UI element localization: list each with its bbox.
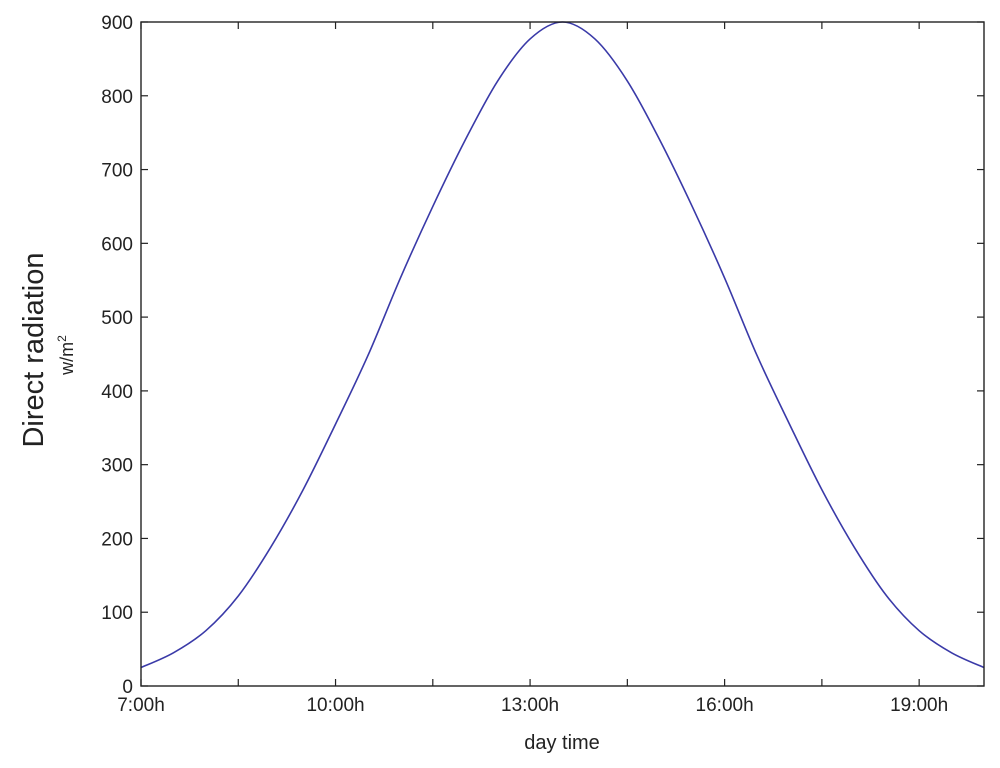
x-tick-label: 7:00h [117,695,165,716]
y-tick-label: 100 [101,603,133,624]
y-tick-label: 600 [101,234,133,255]
y-tick-label: 400 [101,382,133,403]
y-tick-label: 300 [101,456,133,477]
y-axis-unit: w/m2 [55,335,77,376]
y-axis-label: Direct radiation [18,252,50,447]
y-axis-unit-exponent: 2 [55,335,69,342]
x-axis-label: day time [524,732,600,754]
x-tick-label: 19:00h [890,695,948,716]
y-tick-label: 200 [101,529,133,550]
plot-frame [140,21,985,687]
x-tick-label: 13:00h [501,695,559,716]
y-axis-unit-base: w/m [57,342,77,376]
y-axis-unit-group: w/m2 [55,335,77,376]
y-tick-label: 800 [101,87,133,108]
y-tick-label: 0 [122,677,133,698]
y-axis-label-group: Direct radiation [18,252,50,447]
y-tick-label: 500 [101,308,133,329]
x-tick-label: 16:00h [696,695,754,716]
label-layer: 7:00h 10:00h 13:00h 16:00h 19:00h 0 100 200 300 4… [101,13,948,716]
y-tick-label: 700 [101,161,133,182]
y-tick-label: 900 [101,13,133,34]
x-tick-label: 10:00h [306,695,364,716]
